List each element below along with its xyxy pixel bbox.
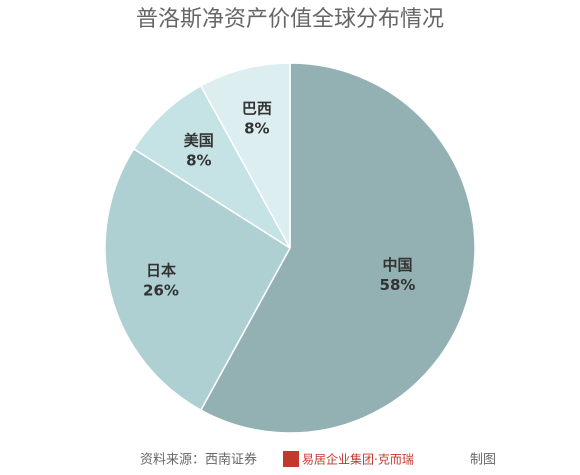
slice-label: 中国 (383, 256, 413, 274)
slice-label: 巴西 (242, 99, 272, 117)
slice-value-label: 26% (143, 282, 179, 300)
source: 资料来源：西南证券 (140, 452, 257, 468)
pie-slice (199, 62, 291, 249)
slice-label: 美国 (184, 131, 214, 149)
pie-slice (132, 84, 291, 249)
logo-icon (283, 451, 299, 467)
chart-title: 普洛斯净资产价值全球分布情况 (136, 7, 444, 32)
credit: 易居企业集团·克而瑞 (302, 452, 414, 467)
pie-slice (199, 62, 476, 434)
slice-value-label: 58% (380, 276, 416, 294)
slice-value-label: 8% (186, 151, 211, 169)
pie-slice (104, 147, 291, 412)
slice-label: 日本 (146, 262, 176, 280)
credit-suffix: 制图 (470, 453, 496, 468)
slice-value-label: 8% (244, 119, 269, 137)
